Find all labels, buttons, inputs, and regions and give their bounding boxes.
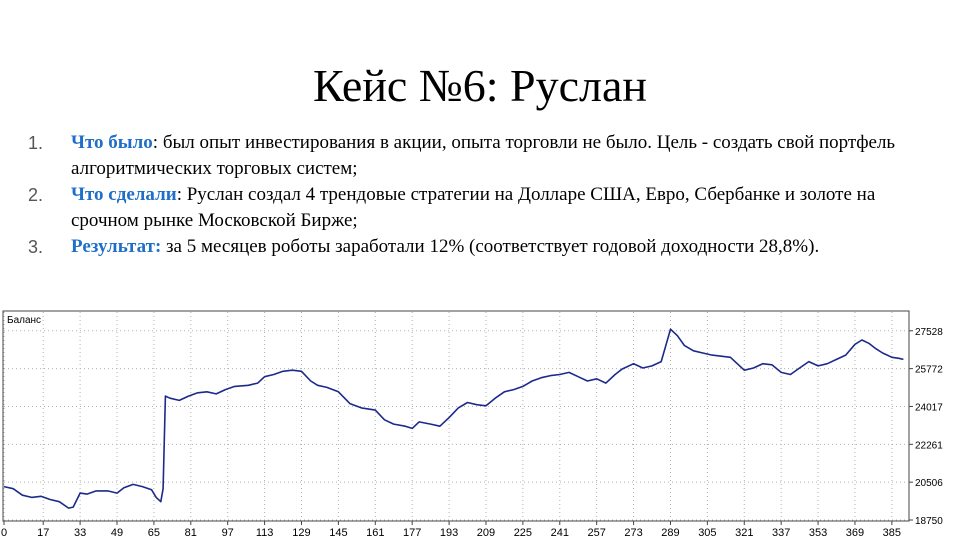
y-tick-label: 20506 xyxy=(915,478,943,489)
point-heading: Результат: xyxy=(71,236,162,257)
point-heading: Что было xyxy=(71,132,153,153)
case-points-list: 1. Что было: был опыт инвестирования в а… xyxy=(28,130,938,260)
x-tick-label: 145 xyxy=(329,527,347,539)
point-text: за 5 месяцев роботы заработали 12% (соот… xyxy=(161,236,820,257)
x-tick-label: 241 xyxy=(551,527,569,539)
point-number: 3. xyxy=(28,237,44,257)
x-tick-label: 273 xyxy=(624,527,642,539)
point-text: был опыт инвестирования в акции, опыта т… xyxy=(71,132,896,179)
point-number: 2. xyxy=(28,185,44,205)
y-tick-label: 22261 xyxy=(915,440,943,451)
point-actions: 2. Что сделали: Руслан создал 4 трендовы… xyxy=(28,182,938,234)
x-tick-label: 385 xyxy=(883,527,901,539)
point-before: 1. Что было: был опыт инвестирования в а… xyxy=(28,130,938,182)
slide-title: Кейс №6: Руслан xyxy=(312,60,648,111)
point-separator: : xyxy=(176,184,182,205)
x-tick-label: 161 xyxy=(366,527,384,539)
point-separator: : xyxy=(152,132,159,153)
y-tick-label: 24017 xyxy=(915,402,943,413)
x-tick-label: 97 xyxy=(222,527,234,539)
x-tick-label: 305 xyxy=(698,527,716,539)
y-tick-label: 18750 xyxy=(915,516,943,527)
point-text: Руслан создал 4 трендовые стратегии на Д… xyxy=(71,184,876,231)
x-tick-label: 49 xyxy=(111,527,123,539)
balance-series-line xyxy=(3,328,904,509)
x-tick-label: 0 xyxy=(1,527,7,539)
x-tick-label: 193 xyxy=(440,527,458,539)
x-tick-label: 289 xyxy=(661,527,679,539)
chart-series xyxy=(3,328,904,509)
x-tick-label: 225 xyxy=(514,527,532,539)
x-tick-label: 177 xyxy=(403,527,421,539)
balance-chart-svg: Баланс 18750 20506 22261 24017 25772 27528 0 1… xyxy=(1,310,943,539)
x-tick-label: 65 xyxy=(148,527,160,539)
chart-title: Баланс xyxy=(7,315,41,326)
chart-y-axis: 18750 20506 22261 24017 25772 27528 xyxy=(909,327,943,527)
x-tick-label: 209 xyxy=(477,527,495,539)
point-number: 1. xyxy=(28,133,44,153)
point-result: 3. Результат: за 5 месяцев роботы зарабо… xyxy=(28,234,938,260)
x-tick-label: 17 xyxy=(37,527,49,539)
y-tick-label: 25772 xyxy=(915,365,943,376)
x-tick-label: 33 xyxy=(74,527,86,539)
balance-chart: Баланс 18750 20506 22261 24017 25772 27528 0 1… xyxy=(0,310,960,540)
chart-grid xyxy=(3,312,908,521)
x-tick-label: 353 xyxy=(809,527,827,539)
y-tick-label: 27528 xyxy=(915,327,943,338)
x-tick-label: 81 xyxy=(185,527,197,539)
chart-x-axis: 0 17 33 49 65 81 97 113 129 145 161 177 193 209 225 241… xyxy=(1,521,901,539)
x-tick-label: 369 xyxy=(846,527,864,539)
x-tick-label: 129 xyxy=(292,527,310,539)
chart-plot-frame xyxy=(2,310,910,522)
x-tick-label: 113 xyxy=(256,527,274,539)
x-tick-label: 321 xyxy=(735,527,753,539)
point-heading: Что сделали xyxy=(71,184,177,205)
x-tick-label: 337 xyxy=(772,527,790,539)
x-tick-label: 257 xyxy=(587,527,605,539)
